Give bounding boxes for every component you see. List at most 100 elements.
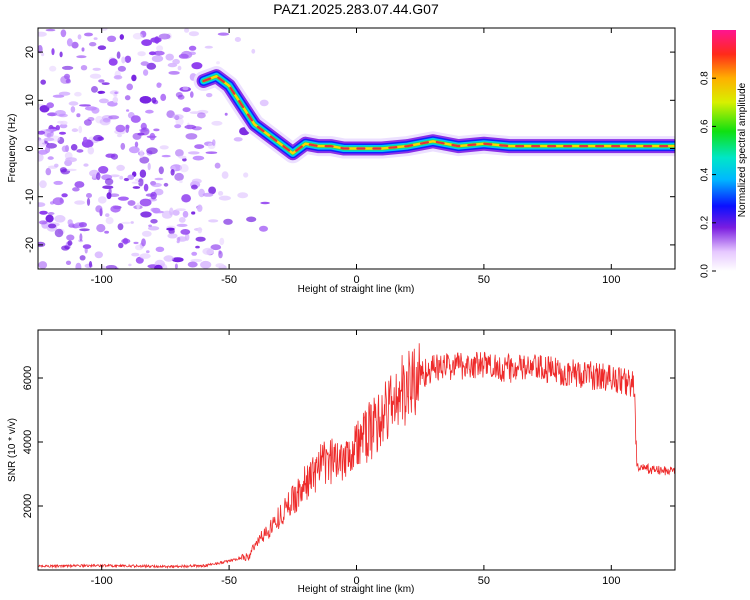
noise-blob [156, 82, 162, 87]
noise-blob [78, 125, 83, 134]
noise-blob [91, 86, 98, 93]
spectrogram-xlabel: Height of straight line (km) [298, 284, 415, 295]
y-tick-label: 2000 [22, 494, 34, 518]
noise-blob [171, 257, 184, 263]
noise-blob [149, 132, 156, 141]
noise-blob [76, 113, 81, 118]
noise-blob [191, 211, 196, 215]
noise-blob [205, 151, 218, 154]
noise-blob [113, 75, 123, 80]
noise-blob [158, 33, 171, 40]
noise-blob [96, 172, 101, 181]
noise-blob [155, 246, 165, 252]
spectrogram-noise [38, 28, 270, 269]
noise-blob [134, 141, 139, 148]
noise-blob [128, 146, 140, 154]
x-tick-label: 0 [353, 274, 359, 286]
noise-blob [195, 245, 200, 249]
noise-blob [191, 178, 202, 184]
noise-blob [107, 35, 117, 42]
noise-blob [65, 157, 77, 163]
noise-blob [46, 102, 54, 109]
noise-blob [92, 67, 101, 71]
noise-blob [41, 52, 45, 57]
noise-blob [47, 212, 55, 215]
noise-blob [189, 111, 201, 114]
noise-blob [39, 180, 47, 189]
noise-blob [182, 157, 187, 162]
noise-blob [127, 200, 136, 206]
noise-blob [45, 128, 58, 132]
noise-blob [60, 120, 68, 125]
noise-blob [61, 245, 70, 251]
noise-blob [163, 255, 174, 262]
noise-blob [221, 171, 229, 179]
noise-blob [59, 197, 63, 204]
noise-blob [83, 119, 92, 126]
noise-blob [81, 47, 85, 52]
noise-blob [114, 91, 118, 95]
noise-blob [139, 96, 152, 104]
colorbar-tick-label: 0.6 [700, 119, 711, 133]
noise-blob [135, 256, 144, 264]
noise-blob [130, 115, 141, 123]
noise-blob [115, 124, 126, 133]
y-tick-label: -10 [24, 189, 36, 205]
noise-blob [98, 91, 103, 94]
noise-blob [214, 162, 221, 169]
noise-blob [251, 48, 256, 54]
colorbar-ticks: 0.0 0.2 0.4 0.6 0.8 [700, 71, 716, 278]
noise-blob [126, 109, 130, 112]
noise-blob [54, 215, 66, 223]
noise-blob [53, 180, 63, 185]
noise-blob [94, 251, 104, 259]
noise-blob [148, 224, 153, 228]
noise-blob [72, 187, 80, 192]
noise-blob [120, 142, 126, 150]
noise-blob [45, 214, 54, 223]
noise-blob [151, 182, 162, 188]
noise-blob [116, 51, 121, 59]
noise-blob [143, 69, 149, 76]
noise-blob [78, 222, 87, 228]
noise-blob [76, 149, 84, 153]
noise-blob [218, 250, 222, 255]
noise-blob [48, 223, 57, 229]
snr-series-line [38, 343, 675, 569]
noise-blob [178, 217, 186, 223]
noise-blob [59, 167, 67, 173]
noise-blob [188, 31, 199, 37]
noise-blob [82, 244, 92, 250]
noise-blob [47, 156, 54, 160]
noise-blob [148, 51, 157, 56]
noise-blob [200, 260, 212, 269]
noise-blob [77, 34, 82, 40]
noise-blob [184, 124, 197, 130]
y-tick-label: 10 [24, 94, 36, 106]
figure-title: PAZ1.2025.283.07.44.G07 [273, 1, 439, 17]
noise-blob [187, 151, 200, 155]
noise-blob [179, 179, 183, 184]
noise-blob [110, 205, 121, 213]
x-tick-label: -100 [91, 575, 113, 587]
noise-blob [160, 93, 167, 101]
noise-blob [102, 118, 111, 123]
noise-blob [76, 55, 87, 59]
noise-blob [89, 42, 97, 47]
noise-blob [170, 169, 175, 176]
noise-blob [43, 137, 55, 142]
noise-blob [182, 107, 191, 113]
noise-blob [174, 172, 184, 181]
noise-blob [182, 86, 189, 91]
noise-blob [40, 79, 46, 85]
noise-blob [146, 250, 150, 254]
noise-blob [139, 198, 152, 207]
noise-blob [243, 172, 249, 178]
noise-blob [165, 53, 174, 61]
noise-blob [79, 255, 86, 261]
noise-blob [131, 74, 137, 82]
x-tick-label: 50 [478, 274, 490, 286]
noise-blob [206, 93, 213, 98]
noise-blob [154, 264, 163, 269]
